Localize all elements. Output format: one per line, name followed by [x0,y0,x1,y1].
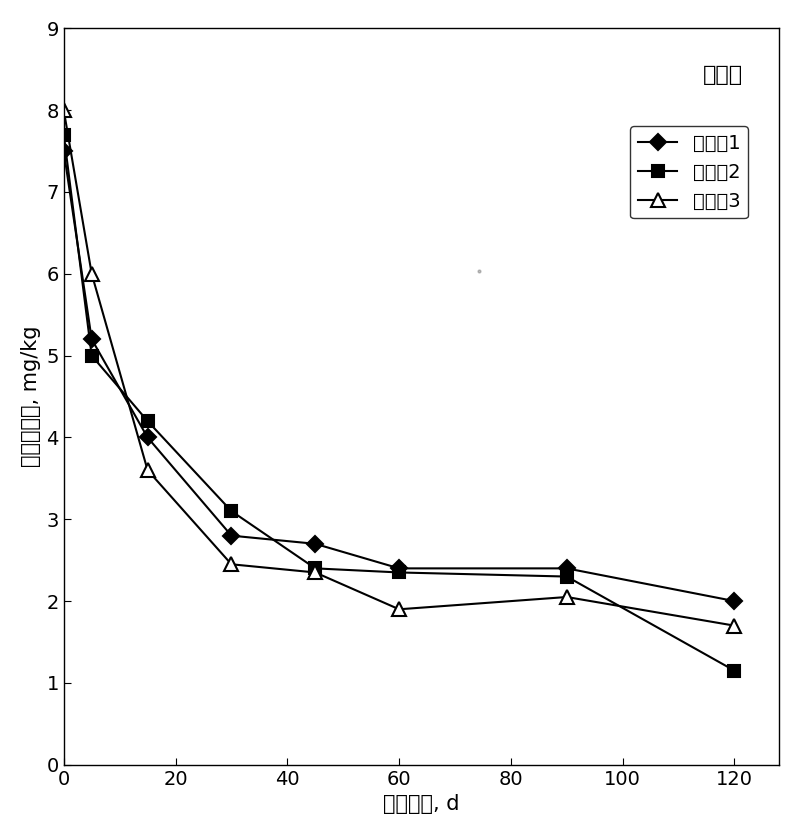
实施例3 [562,592,571,602]
实施例3 [226,559,236,569]
实施例1 [730,596,739,606]
实施例2 [87,351,97,361]
Text: 红黄壤: 红黄壤 [703,65,743,85]
实施例1 [310,539,320,549]
实施例1 [562,564,571,574]
实施例1 [87,334,97,344]
Line: 实施例2: 实施例2 [58,129,740,676]
实施例3 [310,568,320,578]
实施例2 [394,568,404,578]
Line: 实施例1: 实施例1 [58,145,740,607]
实施例3 [59,105,69,115]
实施例1 [59,146,69,156]
实施例2 [310,564,320,574]
实施例1 [142,433,152,443]
实施例2 [226,506,236,516]
实施例3 [730,620,739,630]
实施例1 [226,530,236,540]
实施例2 [59,129,69,139]
X-axis label: 培养时间, d: 培养时间, d [383,794,460,814]
Line: 实施例3: 实施例3 [57,104,742,633]
Legend: 实施例1, 实施例2, 实施例3: 实施例1, 实施例2, 实施例3 [630,126,748,219]
实施例2 [562,571,571,581]
实施例2 [730,665,739,676]
实施例3 [142,465,152,475]
Y-axis label: 土壤有效硒, mg/kg: 土壤有效硒, mg/kg [21,326,41,468]
实施例3 [87,269,97,279]
实施例2 [142,416,152,426]
实施例3 [394,605,404,615]
实施例1 [394,564,404,574]
